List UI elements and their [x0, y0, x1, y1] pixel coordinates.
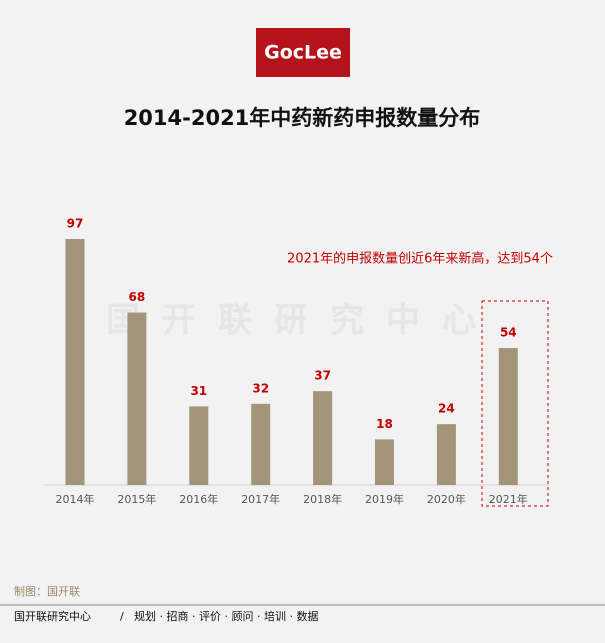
data-label: 68: [129, 290, 146, 304]
x-tick-label: 2021年: [489, 492, 528, 506]
footer-services: 规划 · 招商 · 评价 · 顾问 · 培训 · 数据: [134, 609, 318, 623]
x-tick-label: 2017年: [241, 492, 280, 506]
data-label: 32: [252, 381, 269, 395]
x-tick-label: 2014年: [56, 492, 95, 506]
x-tick-label: 2016年: [179, 492, 218, 506]
highlight-box: [481, 300, 549, 507]
bar: [313, 391, 333, 485]
data-label: 18: [376, 417, 393, 431]
bar: [375, 439, 394, 485]
bar: [251, 403, 271, 485]
watermark: 国开联研究中心: [106, 301, 498, 341]
data-label: 31: [190, 384, 207, 398]
annotation: 2021年的申报数量创近6年来新高，达到54个: [287, 251, 553, 267]
x-tick-label: 2015年: [117, 492, 156, 506]
footer-sep: /: [120, 610, 124, 623]
chart-title: 2014-2021年中药新药申报数量分布: [124, 106, 481, 130]
x-tick-label: 2018年: [303, 492, 342, 506]
footer-org: 国开联研究中心: [14, 609, 91, 623]
bar: [498, 348, 518, 485]
data-label: 54: [500, 326, 517, 340]
data-label: 97: [67, 217, 84, 231]
bar: [436, 424, 456, 485]
bar: [65, 239, 85, 485]
logo-box: [256, 28, 350, 77]
data-label: 24: [438, 402, 455, 416]
bar: [127, 312, 147, 485]
x-tick-label: 2019年: [365, 492, 404, 506]
x-tick-label: 2020年: [427, 492, 466, 506]
data-label: 37: [314, 369, 331, 383]
credit: 制图：国开联: [14, 585, 80, 598]
bar: [189, 406, 209, 485]
logo: GocLee: [264, 42, 342, 64]
